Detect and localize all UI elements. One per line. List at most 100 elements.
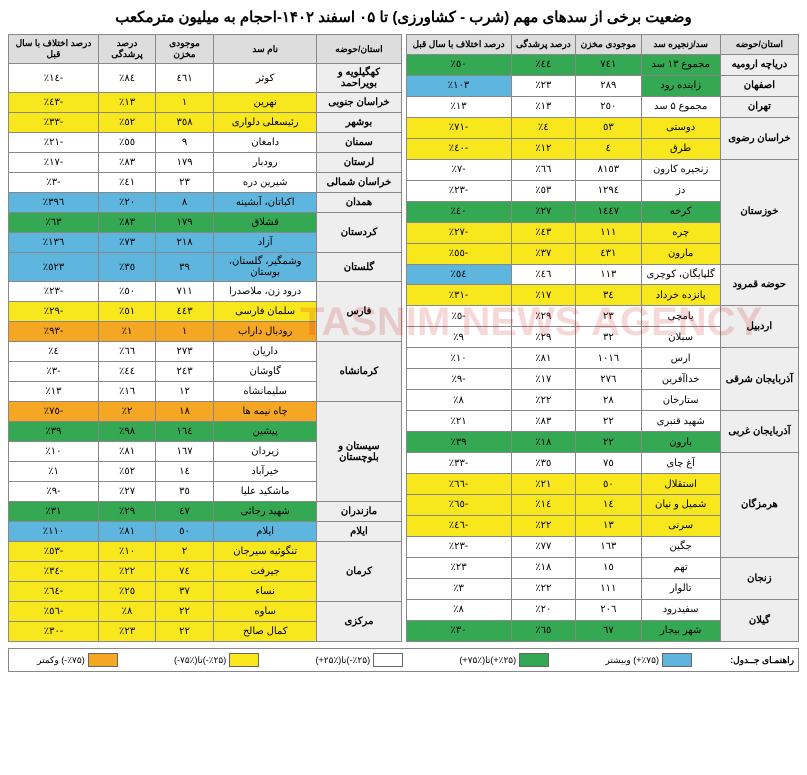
volume-cell: ٢٤٣ [156, 362, 214, 382]
legend-box [519, 653, 549, 667]
diff-cell: -٤٣٪ [9, 93, 99, 113]
volume-cell: ٢٠٦ [576, 599, 641, 620]
fill-cell: ٢٪ [98, 402, 155, 422]
diff-cell: -٥٥٪ [406, 243, 511, 264]
volume-cell: ٤٣١ [576, 243, 641, 264]
dam-cell: شهید رجائی [213, 502, 317, 522]
fill-cell: ١٣٪ [98, 93, 155, 113]
diff-cell: ٦٣٪ [9, 213, 99, 233]
diff-cell: -٦٥٪ [406, 495, 511, 516]
col-header: استان/حوضه [317, 35, 401, 64]
dam-cell: یامچی [641, 306, 720, 327]
diff-cell: -٢٩٪ [9, 302, 99, 322]
fill-cell: ١٣٪ [511, 96, 576, 117]
province-cell: دریاچه ارومیه [720, 55, 798, 76]
diff-cell: ٥٠٪ [406, 55, 511, 76]
diff-cell: ٣٩٦٪ [9, 193, 99, 213]
fill-cell: ٣٥٪ [98, 253, 155, 282]
province-cell: مرکزی [317, 602, 401, 642]
table-row: هرمزگانآغ چای٧٥٣٥٪-٣٣٪ [406, 453, 799, 474]
table-row: فارسدرود زن، ملاصدرا٧١١٥٠٪-٢٣٪ [9, 282, 402, 302]
province-cell: کهگیلویه و بویراحمد [317, 64, 401, 93]
fill-cell: ٩٨٪ [98, 422, 155, 442]
fill-cell: ٢٢٪ [98, 562, 155, 582]
table-row: خراسان رضویدوستی٥٣٤٪-٧١٪ [406, 117, 799, 138]
diff-cell: -٣١٪ [406, 285, 511, 306]
province-cell: خراسان رضوی [720, 117, 798, 159]
volume-cell: ٢٧٦ [576, 369, 641, 390]
dam-cell: خیرآباد [213, 462, 317, 482]
dam-cell: ساوه [213, 602, 317, 622]
table-row: دریاچه ارومیهمجموع ۱۳ سد٧٤١٤٤٪٥٠٪ [406, 55, 799, 76]
table-row: زنجانتهم١٥١٨٪٢٣٪ [406, 557, 799, 578]
table-row: کرمانتنگوئیه سیرجان٢١٠٪-٥٣٪ [9, 542, 402, 562]
dam-cell: گلپایگان، کوچری [641, 264, 720, 285]
dam-cell: دامغان [213, 133, 317, 153]
diff-cell: -٣٣٪ [9, 113, 99, 133]
province-cell: ایلام [317, 522, 401, 542]
province-cell: هرمزگان [720, 453, 798, 558]
dam-cell: مارون [641, 243, 720, 264]
province-cell: تهران [720, 96, 798, 117]
diff-cell: ٢١٪ [406, 411, 511, 432]
dam-cell: بارون [641, 432, 720, 453]
dam-cell: دوستی [641, 117, 720, 138]
legend-item: (٪۷۵+) وبیشتر [605, 653, 692, 667]
volume-cell: ١١١ [576, 222, 641, 243]
dam-cell: سبلان [641, 327, 720, 348]
province-cell: لرستان [317, 153, 401, 173]
volume-cell: ٥٣ [576, 117, 641, 138]
fill-cell: ٢٩٪ [98, 502, 155, 522]
col-header: درصد پرشدگی [511, 35, 576, 55]
dam-cell: رئیسعلی دلواری [213, 113, 317, 133]
dam-cell: پیشین [213, 422, 317, 442]
diff-cell: ١٣٦٪ [9, 233, 99, 253]
diff-cell: ٥٢٣٪ [9, 253, 99, 282]
table-row: مرکزیساوه٢٢٨٪-٥٦٪ [9, 602, 402, 622]
province-cell: آذربایجان شرقی [720, 348, 798, 411]
dam-cell: جگین [641, 536, 720, 557]
dam-cell: شمیل و نیان [641, 495, 720, 516]
col-header: درصد پرشدگی [98, 35, 155, 64]
dam-cell: تالوار [641, 578, 720, 599]
fill-cell: ١٪ [98, 322, 155, 342]
volume-cell: ١٠١٦ [576, 348, 641, 369]
dam-cell: زیردان [213, 442, 317, 462]
province-cell: کردستان [317, 213, 401, 253]
dam-cell: آزاد [213, 233, 317, 253]
col-header: سد/زنجیره سد [641, 35, 720, 55]
fill-cell: ٥٣٪ [511, 180, 576, 201]
diff-cell: -٤٦٪ [406, 515, 511, 536]
province-cell: آذربایجان غربی [720, 411, 798, 453]
diff-cell: ٩٪ [406, 327, 511, 348]
col-header: موجودی مخزن [156, 35, 214, 64]
fill-cell: ٥٥٪ [98, 133, 155, 153]
fill-cell: ٥٠٪ [98, 282, 155, 302]
volume-cell: ٨ [156, 193, 214, 213]
diff-cell: ٤٠٪ [406, 201, 511, 222]
volume-cell: ٤ [576, 138, 641, 159]
diff-cell: -١٤٪ [9, 64, 99, 93]
legend-label: (٪۷۵-) وکمتر [37, 655, 85, 666]
fill-cell: ١٧٪ [511, 285, 576, 306]
dam-cell: نساء [213, 582, 317, 602]
fill-cell: ٦٦٪ [98, 342, 155, 362]
dam-cell: زنجیره کارون [641, 159, 720, 180]
volume-cell: ٦٧ [576, 620, 641, 641]
fill-cell: ٨٪ [98, 602, 155, 622]
fill-cell: ٢٣٪ [98, 622, 155, 642]
volume-cell: ٧٥ [576, 453, 641, 474]
volume-cell: ٤٦١ [156, 64, 214, 93]
volume-cell: ٢٧٣ [156, 342, 214, 362]
province-cell: کرمانشاه [317, 342, 401, 402]
volume-cell: ٢٥٠ [576, 96, 641, 117]
table-row: آذربایجان غربیشهید قنبری٢٢٨٣٪٢١٪ [406, 411, 799, 432]
tables-container: استان/حوضهسد/زنجیره سدموجودی مخزندرصد پر… [8, 34, 799, 642]
fill-cell: ١٨٪ [511, 432, 576, 453]
dam-cell: طرق [641, 138, 720, 159]
legend-item: (٪۷۵-) وکمتر [37, 653, 118, 667]
dam-cell: نهرین [213, 93, 317, 113]
diff-cell: -٢١٪ [9, 133, 99, 153]
dam-cell: ستارخان [641, 390, 720, 411]
diff-cell: -٩٪ [406, 369, 511, 390]
